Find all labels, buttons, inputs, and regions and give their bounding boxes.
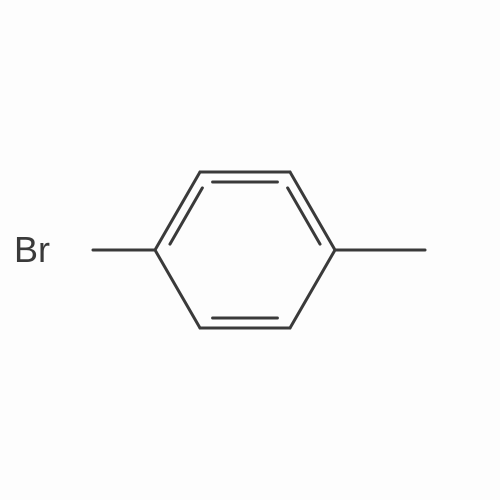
- atom-label-br: Br: [14, 229, 50, 270]
- molecule-diagram: Br: [0, 0, 500, 500]
- bond: [155, 172, 200, 250]
- bond: [290, 172, 335, 250]
- bond: [290, 250, 335, 328]
- bond: [155, 250, 200, 328]
